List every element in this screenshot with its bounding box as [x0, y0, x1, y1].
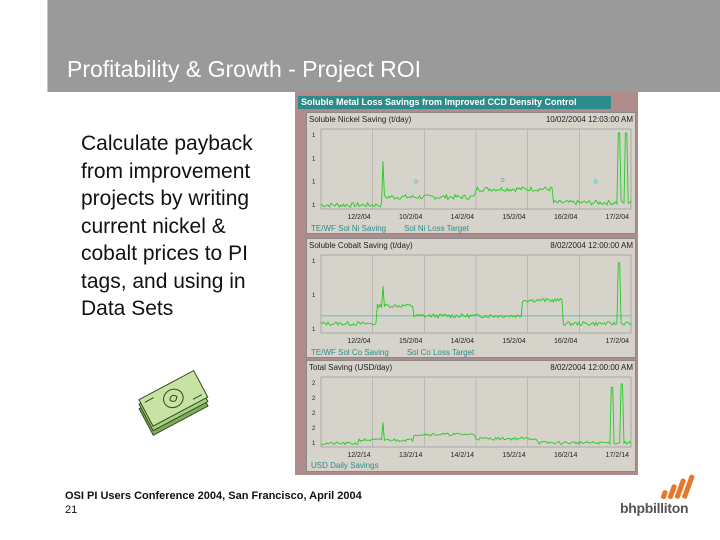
slide-page-number: 21	[65, 504, 78, 516]
x-tick-label: 17/2/04	[606, 214, 629, 221]
trend-legend: TE/WF Sol Co Saving Sol Co Loss Target	[311, 348, 474, 358]
trend-line	[320, 132, 632, 208]
x-tick-label: 15/2/04	[502, 338, 525, 345]
money-stack-icon	[138, 369, 209, 436]
legend-series-saving: USD Daily Savings	[311, 461, 379, 470]
y-tick-label: 1	[312, 441, 316, 447]
trend-panel-nickel[interactable]: Soluble Nickel Saving (t/day) 10/02/2004…	[306, 112, 636, 234]
y-tick-label: 1	[312, 327, 316, 333]
x-tick-label: 16/2/04	[554, 338, 577, 345]
bhp-billiton-logo: bhpbilliton	[620, 472, 702, 520]
trend-title: Soluble Cobalt Saving (t/day)	[309, 241, 413, 250]
x-tick-label: 15/2/04	[399, 338, 422, 345]
y-tick-label: 2	[312, 381, 316, 387]
x-tick-label: 15/2/14	[502, 452, 525, 459]
trend-timestamp: 10/02/2004 12:03:00 AM	[545, 115, 633, 124]
trend-legend: TE/WF Sol Ni Saving Sol Ni Loss Target	[311, 224, 469, 234]
x-tick-label: 16/2/04	[554, 214, 577, 221]
y-tick-label: 2	[312, 426, 316, 432]
x-tick-label: 10/2/04	[399, 214, 422, 221]
x-tick-label: 14/2/04	[451, 214, 474, 221]
y-tick-label: 1	[312, 133, 316, 139]
legend-series-saving: TE/WF Sol Co Saving	[311, 348, 389, 357]
x-tick-label: 12/2/04	[347, 338, 370, 345]
x-tick-label: 16/2/14	[554, 452, 577, 459]
trend-timestamp: 8/02/2004 12:00:00 AM	[550, 363, 633, 372]
trend-plot-area[interactable]: 1 1 1 12/2/04 15/2/04 14/2/04 15/2/04 16/2/04 17…	[307, 251, 635, 347]
y-tick-label: 1	[312, 156, 316, 162]
x-tick-label: 14/2/14	[451, 452, 474, 459]
target-marker: o	[594, 178, 598, 185]
x-tick-label: 12/2/04	[347, 214, 370, 221]
y-tick-label: 2	[312, 396, 316, 402]
slide-title: Profitability & Growth - Project ROI	[67, 56, 422, 82]
trend-title: Total Saving (USD/day)	[309, 363, 393, 372]
y-tick-label: 1	[312, 293, 316, 299]
legend-series-target: Sol Ni Loss Target	[404, 224, 469, 233]
logo-wordmark: bhpbilliton	[620, 500, 689, 516]
trend-line	[320, 262, 632, 327]
slide-header: Profitability & Growth - Project ROI	[0, 0, 720, 92]
trend-legend: USD Daily Savings	[311, 461, 379, 471]
pi-processbook-display: Soluble Metal Loss Savings from Improved…	[295, 92, 638, 475]
trend-panel-cobalt[interactable]: Soluble Cobalt Saving (t/day) 8/02/2004 …	[306, 238, 636, 358]
x-tick-label: 14/2/04	[451, 338, 474, 345]
trend-panel-total[interactable]: Total Saving (USD/day) 8/02/2004 12:00:0…	[306, 360, 636, 472]
trend-title: Soluble Nickel Saving (t/day)	[309, 115, 412, 124]
x-tick-label: 17/2/14	[606, 452, 629, 459]
legend-series-target: Sol Co Loss Target	[406, 348, 475, 357]
x-tick-label: 17/2/04	[606, 338, 629, 345]
slide-bullet-text: Calculate payback from improvement proje…	[81, 132, 253, 320]
slide-footer: OSI PI Users Conference 2004, San Franci…	[65, 489, 362, 517]
target-marker: o	[501, 177, 505, 184]
trend-line	[320, 383, 632, 446]
header-divider	[47, 0, 48, 92]
x-tick-label: 15/2/04	[502, 214, 525, 221]
trend-plot-area[interactable]: 1 1 1 1 12/2/04 10/2/04 14/2/04 15/2/04 16/2/04 1…	[307, 125, 635, 223]
legend-series-saving: TE/WF Sol Ni Saving	[311, 224, 387, 233]
trend-timestamp: 8/02/2004 12:00:00 AM	[550, 241, 633, 250]
y-tick-label: 1	[312, 203, 316, 209]
y-tick-label: 1	[312, 180, 316, 186]
bhp-logo-icon	[660, 474, 695, 500]
footer-conference: OSI PI Users Conference 2004, San Franci…	[65, 490, 362, 502]
x-tick-label: 12/2/14	[347, 452, 370, 459]
target-marker: o	[414, 178, 418, 185]
trend-plot-area[interactable]: 2 2 2 2 1 12/2/14 13/2/14 14/2/14 15/2/14 16/2/14…	[307, 373, 635, 461]
y-tick-label: 2	[312, 411, 316, 417]
x-tick-label: 13/2/14	[399, 452, 422, 459]
y-tick-label: 1	[312, 259, 316, 265]
header-corner-block	[0, 0, 48, 92]
pi-display-title: Soluble Metal Loss Savings from Improved…	[298, 96, 611, 109]
